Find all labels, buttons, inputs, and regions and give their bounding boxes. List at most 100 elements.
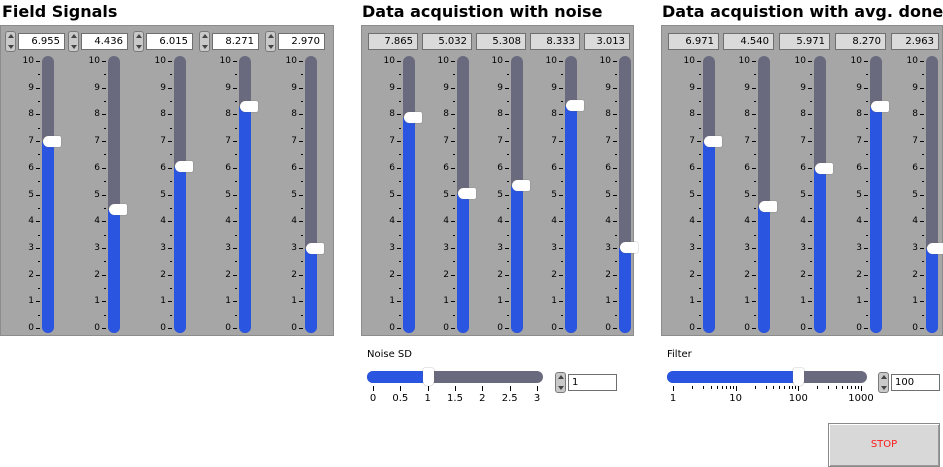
scale-label: 5 (856, 189, 862, 200)
stop-button[interactable]: STOP (828, 423, 940, 467)
scale-label: 9 (605, 82, 611, 93)
slider-thumb (458, 187, 476, 199)
field-signal-3-numeric[interactable]: 6.015 (133, 31, 193, 52)
field-signal-slider-2[interactable]: 10 9 8 7 6 5 4 3 2 1 0 (70, 56, 127, 334)
slider-track (619, 56, 631, 333)
scale-minor-tick (399, 261, 401, 263)
scale-tick (808, 194, 812, 196)
scale-minor-tick (507, 261, 509, 263)
h-minor-tick (721, 386, 723, 389)
noise-sd-value[interactable]: 1 (568, 374, 617, 391)
field-signal-1-spinner[interactable] (5, 31, 16, 52)
scale-minor-tick (507, 74, 509, 76)
scale-minor-tick (170, 314, 172, 316)
scale-minor-tick (810, 261, 812, 263)
scale-tick (233, 87, 237, 89)
scale-minor-tick (399, 207, 401, 209)
scale-tick (36, 87, 40, 89)
scale-label: 3 (443, 242, 449, 253)
scale-label: 6 (689, 162, 695, 173)
scale-tick (233, 247, 237, 249)
scale-minor-tick (235, 234, 237, 236)
slider-thumb[interactable] (175, 161, 193, 173)
noise-sd-slider[interactable] (367, 371, 543, 383)
field-signal-4-spinner[interactable] (199, 31, 210, 52)
field-signal-5-numeric[interactable]: 2.970 (265, 31, 325, 52)
noise-sd-thumb[interactable] (422, 368, 434, 386)
field-signal-3-spinner[interactable] (133, 31, 144, 52)
scale-label: 4 (497, 216, 503, 227)
scale-label: 5 (605, 189, 611, 200)
noise-sd-fill (367, 371, 428, 383)
scale-tick (697, 328, 701, 329)
filter-value[interactable]: 100 (891, 374, 940, 391)
scale-tick (613, 167, 617, 169)
scale-tick (559, 141, 563, 143)
filter-spinner[interactable] (878, 372, 889, 393)
scale-minor-tick (866, 181, 868, 183)
scale-tick (864, 61, 868, 62)
filter-numeric[interactable]: 100 (878, 372, 940, 393)
field-signal-1-value[interactable]: 6.955 (18, 33, 65, 50)
field-signal-5-value[interactable]: 2.970 (278, 33, 325, 50)
scale-label: 3 (389, 242, 395, 253)
scale-label: 1 (744, 296, 750, 307)
slider-thumb[interactable] (240, 101, 258, 113)
scale-minor-tick (561, 234, 563, 236)
scale-label: 4 (291, 216, 297, 227)
scale-label: 4 (389, 216, 395, 227)
scale-minor-tick (810, 127, 812, 129)
scale-tick (102, 167, 106, 169)
scale-tick (920, 194, 924, 196)
noise-sd-spinner[interactable] (555, 372, 566, 393)
field-signal-slider-5[interactable]: 10 9 8 7 6 5 4 3 2 1 0 (267, 56, 324, 334)
field-signal-2-spinner[interactable] (68, 31, 79, 52)
scale-tick (36, 167, 40, 169)
field-signal-1-numeric[interactable]: 6.955 (5, 31, 65, 52)
scale-label: 6 (551, 162, 557, 173)
scale-minor-tick (754, 181, 756, 183)
scale-tick (559, 328, 563, 329)
scale-tick (233, 221, 237, 223)
scale-label: 1 (497, 296, 503, 307)
scale-tick (505, 221, 509, 223)
scale-tick (559, 87, 563, 89)
noise-sd-numeric[interactable]: 1 (555, 372, 617, 393)
field-signal-2-value[interactable]: 4.436 (81, 33, 128, 50)
slider-thumb[interactable] (43, 136, 61, 148)
scale-label: 7 (225, 136, 231, 147)
scale-label: 1 (856, 296, 862, 307)
filter-slider[interactable] (667, 371, 867, 383)
scale-tick (451, 141, 455, 143)
scale-label: 10 (794, 56, 806, 66)
scale-minor-tick (866, 234, 868, 236)
scale-minor-tick (615, 154, 617, 156)
scale-label: 1 (389, 296, 395, 307)
scale-tick (233, 274, 237, 276)
scale-tick (451, 301, 455, 303)
field-signal-slider-4[interactable]: 10 9 8 7 6 5 4 3 2 1 0 (201, 56, 258, 334)
field-signal-4-value[interactable]: 8.271 (212, 33, 259, 50)
scale-tick (697, 61, 701, 62)
scale-minor-tick (301, 314, 303, 316)
field-signal-slider-3[interactable]: 10 9 8 7 6 5 4 3 2 1 0 (136, 56, 193, 334)
slider-thumb[interactable] (109, 203, 127, 215)
field-signal-5-spinner[interactable] (265, 31, 276, 52)
scale-label: 5 (689, 189, 695, 200)
field-signal-slider-1[interactable]: 10 9 8 7 6 5 4 3 2 1 0 (4, 56, 61, 334)
scale-label: 0 (94, 323, 100, 333)
scale-tick (36, 194, 40, 196)
scale-label: 3 (28, 242, 34, 253)
h-minor-tick (691, 386, 693, 389)
scale-tick (920, 221, 924, 223)
scale-minor-tick (699, 101, 701, 103)
scale-minor-tick (615, 181, 617, 183)
h-tick-label: 2.5 (501, 393, 518, 404)
field-signal-2-numeric[interactable]: 4.436 (68, 31, 128, 52)
scale-label: 2 (28, 269, 34, 280)
slider-thumb[interactable] (306, 242, 324, 254)
filter-thumb[interactable] (793, 368, 805, 386)
field-signal-3-value[interactable]: 6.015 (146, 33, 193, 50)
field-signal-4-numeric[interactable]: 8.271 (199, 31, 259, 52)
h-tick-label: 0.5 (392, 393, 409, 404)
